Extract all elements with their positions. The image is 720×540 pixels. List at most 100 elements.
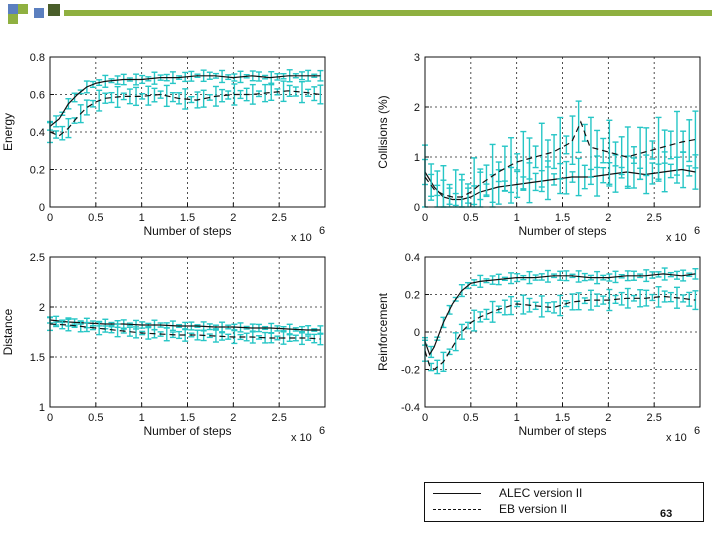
x-tick-label: 1: [514, 212, 520, 224]
legend-entry-eb: EB version II: [425, 502, 703, 518]
error-bar-eb: [286, 84, 293, 98]
x-tick-label: 2: [605, 212, 611, 224]
error-bar-eb: [298, 81, 305, 104]
error-bar-eb: [83, 321, 90, 333]
error-bar-eb: [655, 116, 662, 180]
error-bar-eb: [292, 334, 299, 342]
y-axis-label: Distance: [1, 308, 15, 355]
error-bar-eb: [587, 289, 594, 311]
chart-distance: 0 0.5 1 1.5 2 2.5 1 1.5 2 2.5 Number of steps Dista…: [1, 252, 326, 444]
y-axis-label: Collisions (%): [376, 95, 390, 168]
x-axis-label: Number of steps: [518, 424, 606, 438]
x-tick-label: 2: [230, 412, 236, 424]
legend: ALEC version II EB version II: [424, 482, 704, 522]
deco-square: [34, 8, 44, 18]
error-bar-eb: [90, 99, 97, 108]
error-bar-eb: [212, 329, 219, 343]
y-tick-label: -0.4: [401, 402, 420, 414]
legend-solid-line: [433, 493, 481, 494]
error-bar-eb: [317, 84, 324, 105]
error-bar-eb: [452, 169, 459, 208]
error-bar-eb: [188, 95, 195, 104]
x-tick-label: 1.5: [180, 212, 195, 224]
x-tick-label: 2: [605, 412, 611, 424]
y-tick-label: 0: [414, 202, 420, 214]
deco-square: [8, 14, 18, 24]
slide-header-decoration: [8, 4, 712, 24]
x-multiplier-exponent: 6: [319, 425, 325, 437]
x-tick-label: 2.5: [647, 212, 662, 224]
x-tick-label: 2.5: [272, 412, 287, 424]
y-tick-label: 0.2: [405, 290, 420, 302]
x-multiplier: x 10: [291, 432, 312, 444]
error-bar-eb: [280, 80, 287, 103]
error-bar-eb: [145, 326, 152, 340]
y-tick-label: 0.6: [30, 90, 45, 102]
error-bar-eb: [501, 145, 508, 192]
error-bar-eb: [692, 290, 699, 311]
error-bar-eb: [477, 168, 484, 201]
x-tick-label: 0.5: [463, 412, 478, 424]
deco-square: [8, 4, 18, 14]
series-line-alec: [49, 319, 321, 331]
series-line-eb: [424, 120, 696, 198]
x-axis-label: Number of steps: [143, 424, 231, 438]
y-axis-label: Energy: [1, 113, 15, 151]
y-tick-label: 0.4: [405, 252, 420, 264]
series-line-alec: [424, 273, 696, 356]
x-tick-label: 1.5: [180, 412, 195, 424]
error-bar-eb: [268, 83, 275, 102]
x-multiplier-exponent: 6: [694, 425, 700, 437]
error-bar-eb: [501, 299, 508, 316]
y-tick-label: 1: [39, 402, 45, 414]
error-bar-eb: [133, 326, 140, 339]
error-bar-eb: [692, 110, 699, 169]
deco-square: [18, 4, 28, 14]
error-bar-eb: [569, 293, 576, 311]
error-bar-eb: [83, 99, 90, 116]
error-bar-eb: [317, 332, 324, 346]
deco-bar: [64, 10, 712, 16]
error-bar-eb: [96, 321, 103, 336]
legend-label-alec: ALEC version II: [499, 486, 583, 500]
x-multiplier: x 10: [291, 232, 312, 244]
error-bar-eb: [471, 157, 478, 208]
error-bar-eb: [538, 295, 545, 318]
error-bar-eb: [139, 92, 146, 100]
series-line-alec: [424, 168, 696, 201]
x-tick-label: 0.5: [88, 412, 103, 424]
error-bar-eb: [637, 289, 644, 308]
error-bar-eb: [53, 130, 60, 139]
error-bar-eb: [255, 335, 262, 340]
x-tick-label: 1: [514, 412, 520, 424]
error-bar-eb: [673, 110, 680, 176]
y-tick-label: 0: [414, 327, 420, 339]
x-tick-label: 2.5: [647, 412, 662, 424]
error-bar-eb: [243, 332, 250, 342]
error-bar-eb: [249, 83, 256, 105]
error-bar-eb: [618, 291, 625, 306]
deco-square: [48, 4, 60, 16]
error-bar-eb: [551, 301, 558, 314]
x-multiplier-exponent: 6: [319, 225, 325, 237]
error-bar-eb: [649, 293, 656, 302]
y-tick-label: 0.8: [30, 52, 45, 64]
error-bar-eb: [630, 294, 637, 302]
series-line-alec: [49, 75, 321, 127]
chart-energy: 0 0.5 1 1.5 2 2.5 0 0.2 0.4 0.6 0.8 Number of steps…: [1, 52, 326, 244]
series-line-eb: [424, 295, 696, 371]
chart-collisions: 0 0.5 1 1.5 2 2.5 0 1 2 3 Number of steps Collision…: [376, 52, 701, 244]
error-bar-eb: [637, 126, 644, 180]
legend-entry-alec: ALEC version II: [425, 486, 703, 502]
y-tick-label: 1.5: [30, 352, 45, 364]
y-axis-label: Reinforcement: [376, 292, 390, 371]
x-multiplier-exponent: 6: [694, 225, 700, 237]
error-bar-eb: [551, 134, 558, 170]
x-tick-label: 1: [139, 412, 145, 424]
error-bar-eb: [151, 87, 158, 103]
error-bar-eb: [458, 323, 465, 340]
x-tick-label: 0.5: [88, 212, 103, 224]
error-bar-eb: [624, 126, 631, 188]
y-tick-label: 3: [414, 52, 420, 64]
error-bar-eb: [225, 333, 232, 340]
